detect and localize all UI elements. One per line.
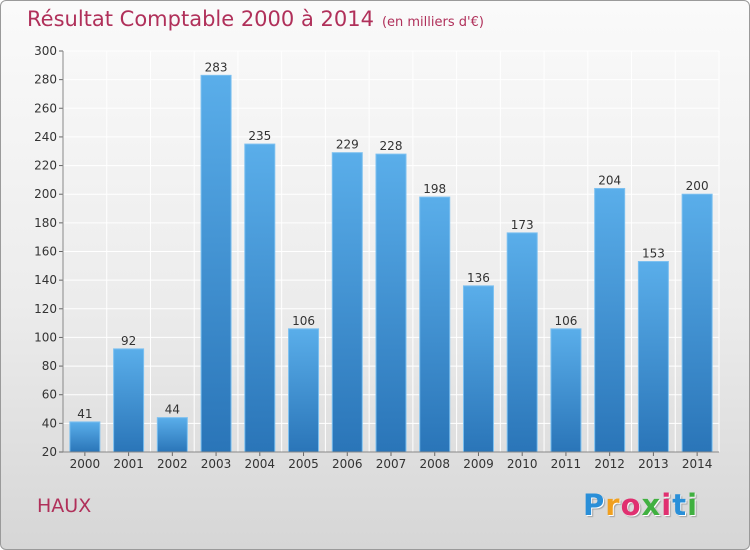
y-tick-label: 120 bbox=[34, 302, 57, 316]
logo-letter: x bbox=[641, 488, 662, 522]
bar bbox=[331, 152, 363, 453]
bar-value-label: 106 bbox=[292, 314, 315, 328]
bar-value-label: 204 bbox=[598, 173, 621, 187]
bar-value-label: 228 bbox=[380, 139, 403, 153]
x-tick-label: 2011 bbox=[551, 457, 582, 471]
bar-value-label: 200 bbox=[686, 179, 709, 193]
y-tick-label: 180 bbox=[34, 216, 57, 230]
bar-value-label: 41 bbox=[77, 407, 92, 421]
bar-value-label: 106 bbox=[554, 314, 577, 328]
x-tick-label: 2010 bbox=[507, 457, 538, 471]
y-tick-label: 100 bbox=[34, 330, 57, 344]
bar bbox=[506, 232, 538, 453]
bar-value-label: 44 bbox=[165, 403, 180, 417]
y-tick-label: 40 bbox=[42, 416, 57, 430]
x-tick-label: 2013 bbox=[638, 457, 669, 471]
bar bbox=[244, 143, 276, 453]
x-tick-label: 2000 bbox=[70, 457, 101, 471]
bar bbox=[419, 196, 451, 453]
x-tick-label: 2005 bbox=[288, 457, 319, 471]
proxiti-logo[interactable]: Proxiti bbox=[583, 488, 698, 522]
bar bbox=[200, 74, 232, 453]
bar bbox=[681, 193, 713, 453]
bar bbox=[594, 187, 626, 453]
x-tick-label: 2014 bbox=[682, 457, 713, 471]
y-tick-label: 300 bbox=[34, 44, 57, 58]
bar-value-label: 173 bbox=[511, 218, 534, 232]
bar-value-label: 92 bbox=[121, 334, 136, 348]
y-tick-label: 20 bbox=[42, 445, 57, 459]
logo-letter: o bbox=[620, 488, 642, 522]
y-tick-label: 260 bbox=[34, 101, 57, 115]
place-label: HAUX bbox=[37, 495, 92, 517]
x-tick-label: 2001 bbox=[113, 457, 144, 471]
x-tick-label: 2006 bbox=[332, 457, 363, 471]
logo-letter: P bbox=[583, 488, 606, 522]
y-tick-label: 240 bbox=[34, 130, 57, 144]
x-tick-label: 2009 bbox=[463, 457, 494, 471]
logo-letter: r bbox=[605, 488, 621, 522]
chart-title-text: Résultat Comptable 2000 à 2014 bbox=[27, 7, 374, 31]
bar bbox=[69, 421, 101, 453]
y-tick-label: 160 bbox=[34, 245, 57, 259]
axes bbox=[59, 50, 719, 456]
bar bbox=[288, 328, 320, 453]
logo-letter: t bbox=[672, 488, 688, 522]
y-tick-label: 80 bbox=[42, 359, 57, 373]
bars bbox=[69, 74, 713, 453]
bar-value-label: 229 bbox=[336, 138, 359, 152]
bar bbox=[375, 153, 407, 453]
x-tick-label: 2008 bbox=[419, 457, 450, 471]
bar-value-label: 283 bbox=[205, 60, 228, 74]
x-tick-label: 2002 bbox=[157, 457, 188, 471]
labels: 20 40 60 80 100 120 140 160 180 200 220 240 260 280 30… bbox=[34, 44, 712, 471]
bar-value-label: 235 bbox=[248, 129, 271, 143]
x-tick-label: 2007 bbox=[376, 457, 407, 471]
bar-value-label: 136 bbox=[467, 271, 490, 285]
bar bbox=[113, 348, 145, 453]
bar bbox=[550, 328, 582, 453]
bar-value-label: 153 bbox=[642, 247, 665, 261]
logo-letter: i bbox=[687, 488, 699, 522]
y-tick-label: 220 bbox=[34, 159, 57, 173]
y-tick-label: 60 bbox=[42, 388, 57, 402]
bar-value-label: 198 bbox=[423, 182, 446, 196]
y-tick-label: 280 bbox=[34, 73, 57, 87]
chart-subtitle: (en milliers d'€) bbox=[381, 15, 484, 30]
y-tick-label: 140 bbox=[34, 273, 57, 287]
y-tick-label: 200 bbox=[34, 187, 57, 201]
bar bbox=[462, 285, 494, 453]
bar bbox=[156, 417, 188, 453]
chart-title: Résultat Comptable 2000 à 2014 (en millie… bbox=[27, 7, 484, 31]
x-tick-label: 2012 bbox=[594, 457, 625, 471]
x-tick-label: 2003 bbox=[201, 457, 232, 471]
bar bbox=[637, 261, 669, 453]
x-tick-label: 2004 bbox=[245, 457, 276, 471]
logo-letter: i bbox=[661, 488, 673, 522]
